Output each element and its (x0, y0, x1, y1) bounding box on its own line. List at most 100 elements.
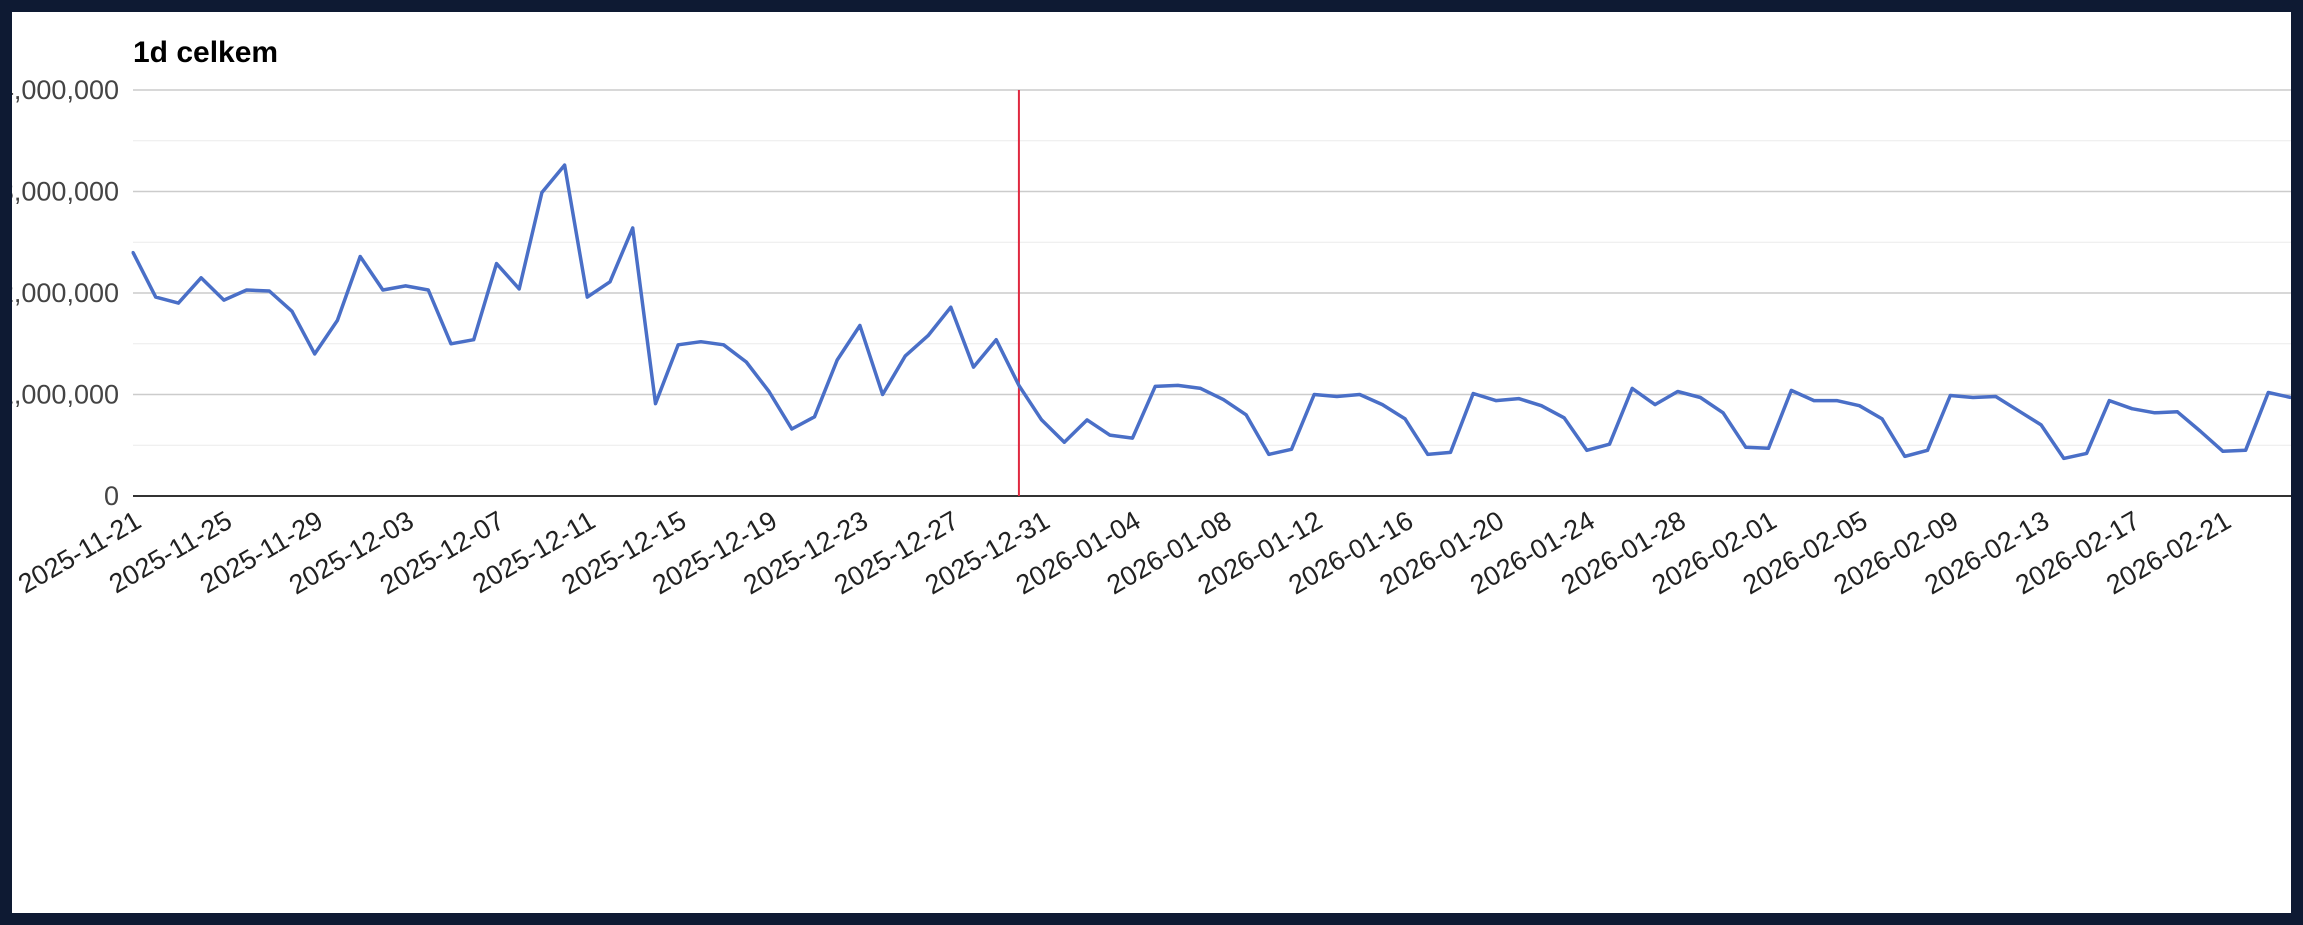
data-point (2062, 456, 2066, 460)
data-point (1244, 413, 1248, 417)
data-point (2244, 448, 2248, 452)
y-tick-label: 3,000,000 (12, 177, 119, 207)
data-point (131, 250, 135, 254)
data-point (449, 342, 453, 346)
data-point (1903, 454, 1907, 458)
data-point (812, 415, 816, 419)
data-point (926, 334, 930, 338)
data-point (1176, 383, 1180, 387)
data-point (2130, 407, 2134, 411)
data-point (744, 360, 748, 364)
data-point (699, 340, 703, 344)
data-point (199, 276, 203, 280)
data-point (1290, 447, 1294, 451)
data-point (1380, 403, 1384, 407)
data-point (1653, 403, 1657, 407)
data-point (1040, 418, 1044, 422)
data-point (2266, 390, 2270, 394)
data-point (2039, 423, 2043, 427)
data-point (563, 163, 567, 167)
y-axis-ticks: 0 1,000,000 2,000,000 3,000,000 4,000,000 (12, 75, 119, 511)
data-point (2107, 399, 2111, 403)
data-point (1494, 399, 1498, 403)
data-point (2175, 410, 2179, 414)
gridlines (133, 89, 2291, 497)
chart-title: 1d celkem (133, 36, 278, 69)
data-point (1562, 416, 1566, 420)
data-point (585, 295, 589, 299)
data-point (267, 289, 271, 293)
data-point (790, 427, 794, 431)
data-point (1767, 446, 1771, 450)
data-point (971, 365, 975, 369)
data-point (1698, 396, 1702, 400)
data-point (1062, 440, 1066, 444)
data-point (1994, 395, 1998, 399)
data-point (1426, 452, 1430, 456)
data-point (494, 262, 498, 266)
data-point (335, 318, 339, 322)
data-point (1835, 399, 1839, 403)
data-point (994, 338, 998, 342)
data-point (222, 298, 226, 302)
data-point (1085, 418, 1089, 422)
data-point (1926, 448, 1930, 452)
data-point (1880, 417, 1884, 421)
data-point (949, 305, 953, 309)
y-tick-label: 1,000,000 (12, 380, 119, 410)
data-point (1471, 391, 1475, 395)
data-point (1335, 395, 1339, 399)
data-point (2198, 429, 2202, 433)
data-point (881, 393, 885, 396)
data-point (517, 287, 521, 291)
data-point (2085, 451, 2089, 455)
data-point (1199, 386, 1203, 390)
data-point (426, 288, 430, 292)
chart-frame: 1d celkem 0 1,000,000 2,000,000 3,000,000 4,… (12, 12, 2291, 913)
data-point (1630, 386, 1634, 390)
data-point (1403, 417, 1407, 421)
data-point (1812, 399, 1816, 403)
data-point (903, 354, 907, 358)
data-point (1153, 384, 1157, 388)
data-point (722, 343, 726, 347)
data-point (1721, 411, 1725, 415)
data-point (290, 309, 294, 313)
data-point (1108, 433, 1112, 437)
data-point (2016, 409, 2020, 413)
data-point (835, 358, 839, 362)
data-point (1017, 383, 1021, 387)
data-point (1948, 394, 1952, 398)
data-point (2289, 396, 2291, 400)
data-point (1539, 404, 1543, 408)
data-point (154, 295, 158, 299)
y-tick-label: 0 (104, 481, 119, 511)
data-point (2221, 449, 2225, 453)
data-point (358, 254, 362, 258)
data-point (1585, 448, 1589, 452)
data-point (404, 284, 408, 288)
data-point (608, 280, 612, 284)
data-point (245, 288, 249, 292)
data-point (1358, 393, 1362, 396)
x-axis-ticks: 2025-11-212025-11-252025-11-292025-12-03… (13, 505, 2236, 600)
y-tick-label: 2,000,000 (12, 278, 119, 308)
data-point (631, 226, 635, 230)
data-point (1971, 396, 1975, 400)
data-point (653, 402, 657, 406)
data-point (1744, 445, 1748, 449)
data-point (2153, 411, 2157, 415)
series-layer (131, 163, 2291, 461)
data-point (1267, 452, 1271, 456)
data-point (472, 338, 476, 342)
data-point (1676, 389, 1680, 393)
data-point (1312, 393, 1316, 396)
data-point (767, 389, 771, 393)
data-point (540, 191, 544, 195)
series-line (131, 163, 2291, 461)
data-point (176, 301, 180, 305)
data-point (313, 352, 317, 356)
data-point (1517, 397, 1521, 401)
line-chart: 1d celkem 0 1,000,000 2,000,000 3,000,000 4,… (12, 36, 2291, 600)
data-point (1857, 404, 1861, 408)
